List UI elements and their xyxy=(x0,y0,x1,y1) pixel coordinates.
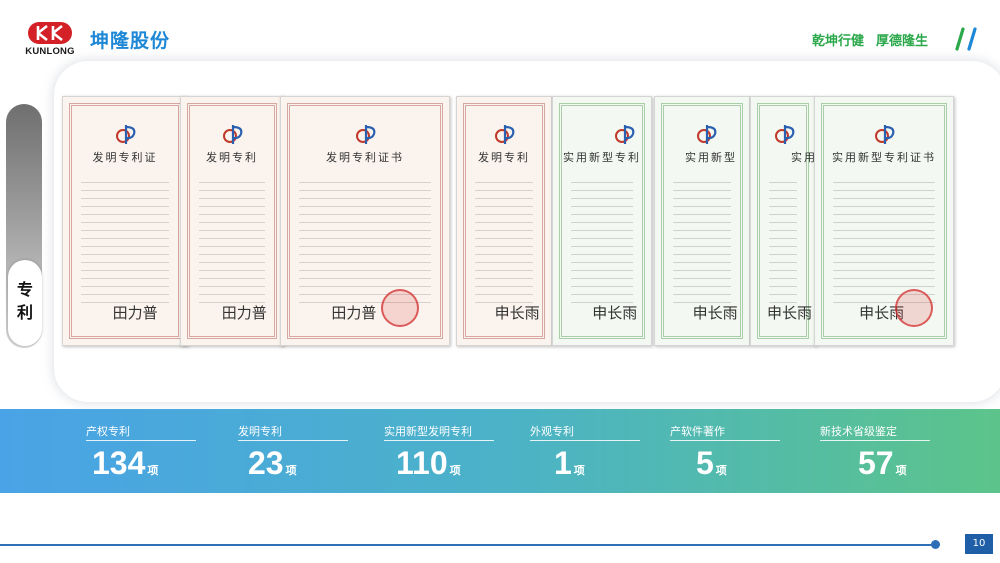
official-seal xyxy=(895,289,933,327)
stat-label: 实用新型发明专利 xyxy=(384,425,472,438)
certificate-2: 发明专利 田力普 xyxy=(180,96,284,346)
patent-emblem-icon xyxy=(356,125,376,144)
stat-value: 23 项 xyxy=(248,445,297,481)
side-tab-label: 专利 xyxy=(8,278,42,324)
kunlong-logo-icon xyxy=(28,22,72,44)
signature-mark: 田力普 xyxy=(112,304,158,322)
patent-emblem-icon xyxy=(697,125,717,144)
certificate-1: 发明专利证 田力普 xyxy=(62,96,188,346)
patent-emblem-icon xyxy=(116,125,136,144)
side-tab-pill xyxy=(8,260,42,346)
certificate-4: 发明专利 申长雨 xyxy=(456,96,552,346)
signature-mark: 申长雨 xyxy=(692,304,738,322)
certificate-title: 发明专利 xyxy=(478,151,530,164)
slogan-right: 厚德隆生 xyxy=(875,34,928,49)
certificate-title: 发明专利证 xyxy=(92,151,158,164)
certificate-title: 发明专利证书 xyxy=(326,151,404,164)
double-slash-icon xyxy=(955,27,977,51)
stat-value: 134 项 xyxy=(92,445,159,481)
side-tab-text: 专利 xyxy=(17,280,34,322)
patent-emblem-icon xyxy=(615,125,635,144)
stat-label: 外观专利 xyxy=(530,425,574,438)
signature-mark: 申长雨 xyxy=(767,304,813,322)
signature-mark: 田力普 xyxy=(331,304,377,322)
certificate-6: 实用新型 申长雨 xyxy=(654,96,750,346)
patent-emblem-icon xyxy=(875,125,895,144)
signature-mark: 申长雨 xyxy=(592,304,638,322)
stat-value: 57 项 xyxy=(858,445,907,481)
certificate-3: 发明专利证书 田力普 xyxy=(280,96,450,346)
footer-dot xyxy=(931,540,940,549)
signature-mark: 申长雨 xyxy=(859,304,905,322)
slogan-left: 乾坤行健 xyxy=(811,34,864,49)
official-seal xyxy=(381,289,419,327)
certificate-7: 实用 申长雨 xyxy=(750,96,816,346)
brand-name: 坤隆股份 xyxy=(90,30,171,52)
patent-emblem-icon xyxy=(495,125,515,144)
certificate-title: 实用新型专利 xyxy=(563,151,641,164)
patent-emblem-icon xyxy=(775,125,795,144)
stat-label: 发明专利 xyxy=(238,425,282,438)
signature-mark: 申长雨 xyxy=(494,304,540,322)
stat-label: 产权专利 xyxy=(86,425,130,438)
certificate-8: 实用新型专利证书 申长雨 xyxy=(814,96,954,346)
signature-mark: 田力普 xyxy=(221,304,267,322)
certificate-title: 实用 xyxy=(791,151,816,164)
logo-text: KUNLONG xyxy=(25,46,75,57)
certificate-title: 实用新型专利证书 xyxy=(832,151,936,164)
slogan: 乾坤行健 厚德隆生 xyxy=(812,30,928,49)
certificate-5: 实用新型专利 申长雨 xyxy=(552,96,652,346)
footer-line xyxy=(0,544,936,546)
stat-label: 产软件著作 xyxy=(670,425,725,438)
certificate-title: 发明专利 xyxy=(206,151,258,164)
page-number: 10 xyxy=(965,534,993,554)
company-logo: KUNLONG xyxy=(22,22,78,60)
stat-value: 110 项 xyxy=(396,445,461,481)
patent-emblem-icon xyxy=(223,125,243,144)
stat-label: 新技术省级鉴定 xyxy=(820,425,897,438)
certificate-title: 实用新型 xyxy=(685,151,737,164)
